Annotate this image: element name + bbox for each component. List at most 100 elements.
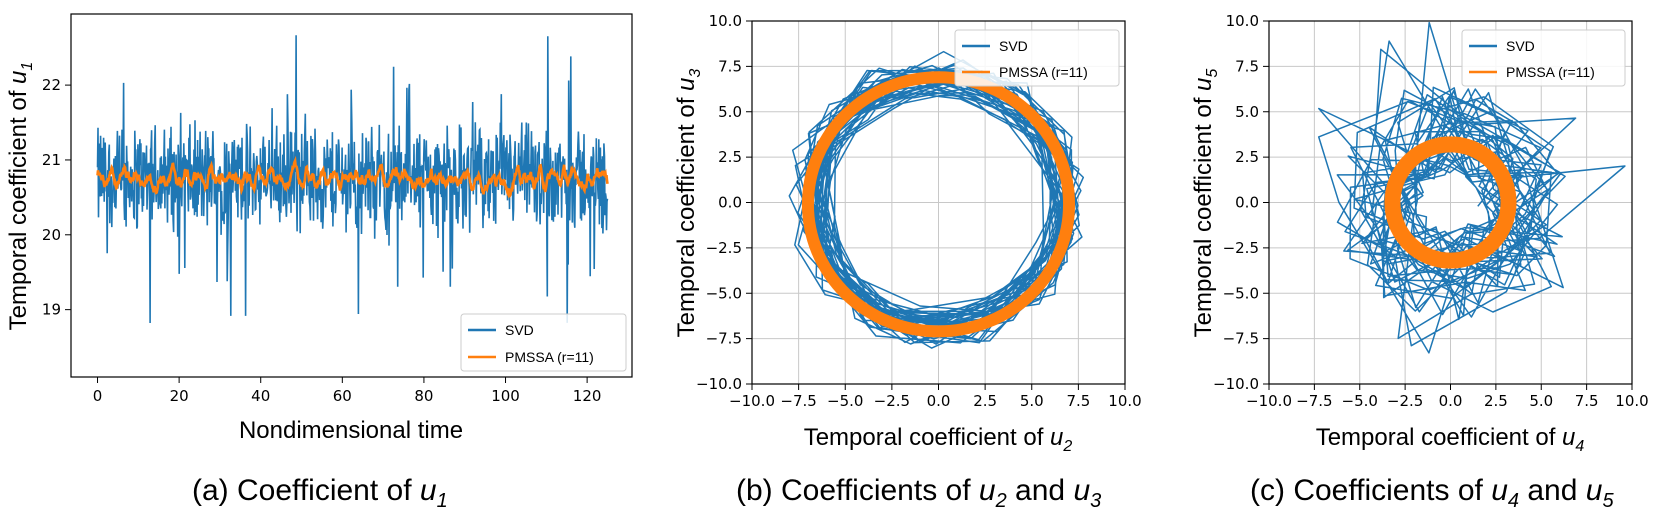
- panel-b-xtick-label: 5.0: [1020, 392, 1044, 410]
- panel-c-legend-svd-label: SVD: [1506, 38, 1535, 54]
- panel-a-xtick-label: 20: [170, 387, 189, 405]
- panel-c-ylabel: Temporal coefficient of u5: [1190, 69, 1221, 338]
- panel-b-xtick-label: −2.5: [874, 392, 910, 410]
- panel-a-ylabel-prefix: Temporal coefficient of: [5, 84, 32, 330]
- panel-c-ytick-label: 10.0: [1226, 12, 1259, 30]
- panel-a-ytick-label: 20: [42, 226, 61, 244]
- panel-a-legend-pmssa-label: PMSSA (r=11): [505, 349, 594, 365]
- panel-a-legend-svd-label: SVD: [505, 322, 534, 338]
- panel-a-xtick-label: 40: [251, 387, 270, 405]
- caption-a-var: u: [419, 474, 437, 507]
- panel-b-ytick-label: −7.5: [706, 330, 742, 348]
- caption-b-prefix: (b) Coefficients of: [736, 474, 979, 507]
- panel-c-ytick-label: 7.5: [1235, 57, 1259, 75]
- panel-b-xtick-label: 7.5: [1066, 392, 1090, 410]
- panel-a-ytick-label: 22: [42, 76, 61, 94]
- panel-b-legend: SVD PMSSA (r=11): [954, 29, 1120, 87]
- caption-b-sub2: 3: [1090, 490, 1102, 512]
- panel-a-legend-box: [460, 313, 627, 372]
- caption-a-sub: 1: [436, 490, 448, 512]
- panel-b-ytick-label: 2.5: [718, 148, 742, 166]
- caption-c-var1: u: [1491, 474, 1508, 507]
- panel-b-xlabel-prefix: Temporal coefficient of: [804, 424, 1050, 451]
- panel-a-xtick-label: 100: [491, 387, 520, 405]
- panel-b-ticks: −10.0−10.0 −7.5 −7.5 −5.0 −5.0 −2.5 −2.5 0.0 0.0…: [696, 12, 1142, 410]
- panel-b-xtick-label: 2.5: [973, 392, 997, 410]
- panel-b-xtick-label: 10.0: [1108, 392, 1141, 410]
- panel-b-ylabel: Temporal coefficient of u3: [673, 69, 704, 338]
- panel-c-xlabel-sub: 4: [1575, 438, 1584, 455]
- panel-a-chart: 0 20 40 60 80 100 120 19 20 21 22 SVD PMSSA (r=11)…: [5, 13, 633, 444]
- panel-b-xtick-label: 0.0: [927, 392, 951, 410]
- panel-c-ytick-label: −2.5: [1223, 239, 1259, 257]
- caption-b-var1: u: [978, 474, 996, 507]
- caption-b-sub1: 2: [995, 490, 1007, 512]
- panel-b-ylabel-sub: 3: [687, 69, 704, 78]
- caption-a-prefix: (a) Coefficient of: [192, 474, 420, 507]
- panel-b-ytick-label: 5.0: [718, 103, 742, 121]
- panel-c-svd-series: [1317, 21, 1626, 354]
- panel-c-legend-pmssa-label: PMSSA (r=11): [1506, 64, 1595, 80]
- panel-a-pmssa-series: [96, 155, 609, 199]
- panel-a-legend: SVD PMSSA (r=11): [460, 313, 627, 372]
- panel-c-xtick-label: 10.0: [1615, 392, 1648, 410]
- panel-c-legend: SVD PMSSA (r=11): [1461, 29, 1626, 87]
- panel-b-ytick-label: −10.0: [696, 375, 742, 393]
- caption-c-var2: u: [1585, 474, 1603, 507]
- panel-c-ytick-label: −10.0: [1213, 375, 1259, 393]
- panel-b-pmssa-series: [801, 71, 1076, 338]
- panel-b-ytick-label: 7.5: [718, 57, 742, 75]
- panel-a-xtick-label: 60: [333, 387, 352, 405]
- panel-c-chart: −10.0−10.0−7.5−7.5−5.0−5.0−2.5−2.50.00.0…: [1190, 12, 1649, 455]
- panel-c-xtick-label: −5.0: [1342, 392, 1378, 410]
- panel-b-ytick-label: 10.0: [709, 12, 742, 30]
- panel-b-ylabel-var: u: [673, 78, 700, 91]
- caption-b: (b) Coefficients of u2 and u3: [736, 474, 1101, 513]
- panel-c-ytick-label: 5.0: [1235, 103, 1259, 121]
- panel-b-ylabel-prefix: Temporal coefficient of: [673, 91, 700, 337]
- panel-a-xtick-label: 0: [93, 387, 103, 405]
- panel-c-ylabel-sub: 5: [1204, 69, 1221, 78]
- panel-b-xtick-label: −7.5: [780, 392, 816, 410]
- caption-c-prefix: (c) Coefficients of: [1250, 474, 1492, 507]
- panel-c-ytick-label: 0.0: [1235, 194, 1259, 212]
- caption-b-var2: u: [1073, 474, 1091, 507]
- panel-c-xlabel: Temporal coefficient of u4: [1316, 424, 1585, 455]
- panel-a-ylabel-var: u: [5, 71, 32, 84]
- panel-a-frame: [70, 13, 633, 378]
- panel-b-xlabel-sub: 2: [1062, 438, 1072, 455]
- panel-a-ylabel-sub: 1: [19, 62, 36, 71]
- panel-c-xtick-label: −2.5: [1387, 392, 1423, 410]
- panel-b-legend-svd-label: SVD: [999, 38, 1028, 54]
- panel-c-ylabel-prefix: Temporal coefficient of: [1190, 91, 1217, 337]
- panel-a-ylabel: Temporal coefficient of u1: [5, 62, 36, 331]
- panel-b-legend-box: [954, 29, 1120, 87]
- caption-c-sub2: 5: [1602, 490, 1614, 512]
- panel-a-xtick-label: 120: [573, 387, 602, 405]
- panel-c-xlabel-var: u: [1562, 424, 1575, 451]
- panel-c-ticks: −10.0−10.0−7.5−7.5−5.0−5.0−2.5−2.50.00.0…: [1213, 12, 1649, 410]
- panel-c-pmssa-series: [1384, 136, 1517, 269]
- panel-c-xtick-label: 2.5: [1484, 392, 1508, 410]
- panel-b-ytick-label: 0.0: [718, 194, 742, 212]
- panel-b-legend-pmssa-label: PMSSA (r=11): [999, 64, 1088, 80]
- caption-c-mid: and: [1519, 474, 1586, 507]
- caption-a: (a) Coefficient of u1: [192, 474, 448, 513]
- panel-b-xlabel: Temporal coefficient of u2: [804, 424, 1073, 455]
- panel-c-ytick-label: 2.5: [1235, 148, 1259, 166]
- panel-a-ytick-label: 21: [42, 151, 61, 169]
- caption-b-mid: and: [1006, 474, 1074, 507]
- panel-c-xtick-label: 5.0: [1529, 392, 1553, 410]
- panel-c-legend-box: [1461, 29, 1626, 87]
- panel-b-ytick-label: −2.5: [706, 239, 742, 257]
- panel-b-svd-series: [788, 50, 1085, 349]
- panel-c-xlabel-prefix: Temporal coefficient of: [1316, 424, 1562, 451]
- panel-c-xtick-label: 7.5: [1575, 392, 1599, 410]
- panel-b-xtick-label: −10.0: [729, 392, 775, 410]
- panel-c-ylabel-var: u: [1190, 78, 1217, 91]
- panel-c-xtick-label: −10.0: [1246, 392, 1292, 410]
- panel-b-xlabel-var: u: [1050, 424, 1063, 451]
- caption-c-sub1: 4: [1507, 490, 1520, 512]
- panel-c-xtick-label: −7.5: [1296, 392, 1332, 410]
